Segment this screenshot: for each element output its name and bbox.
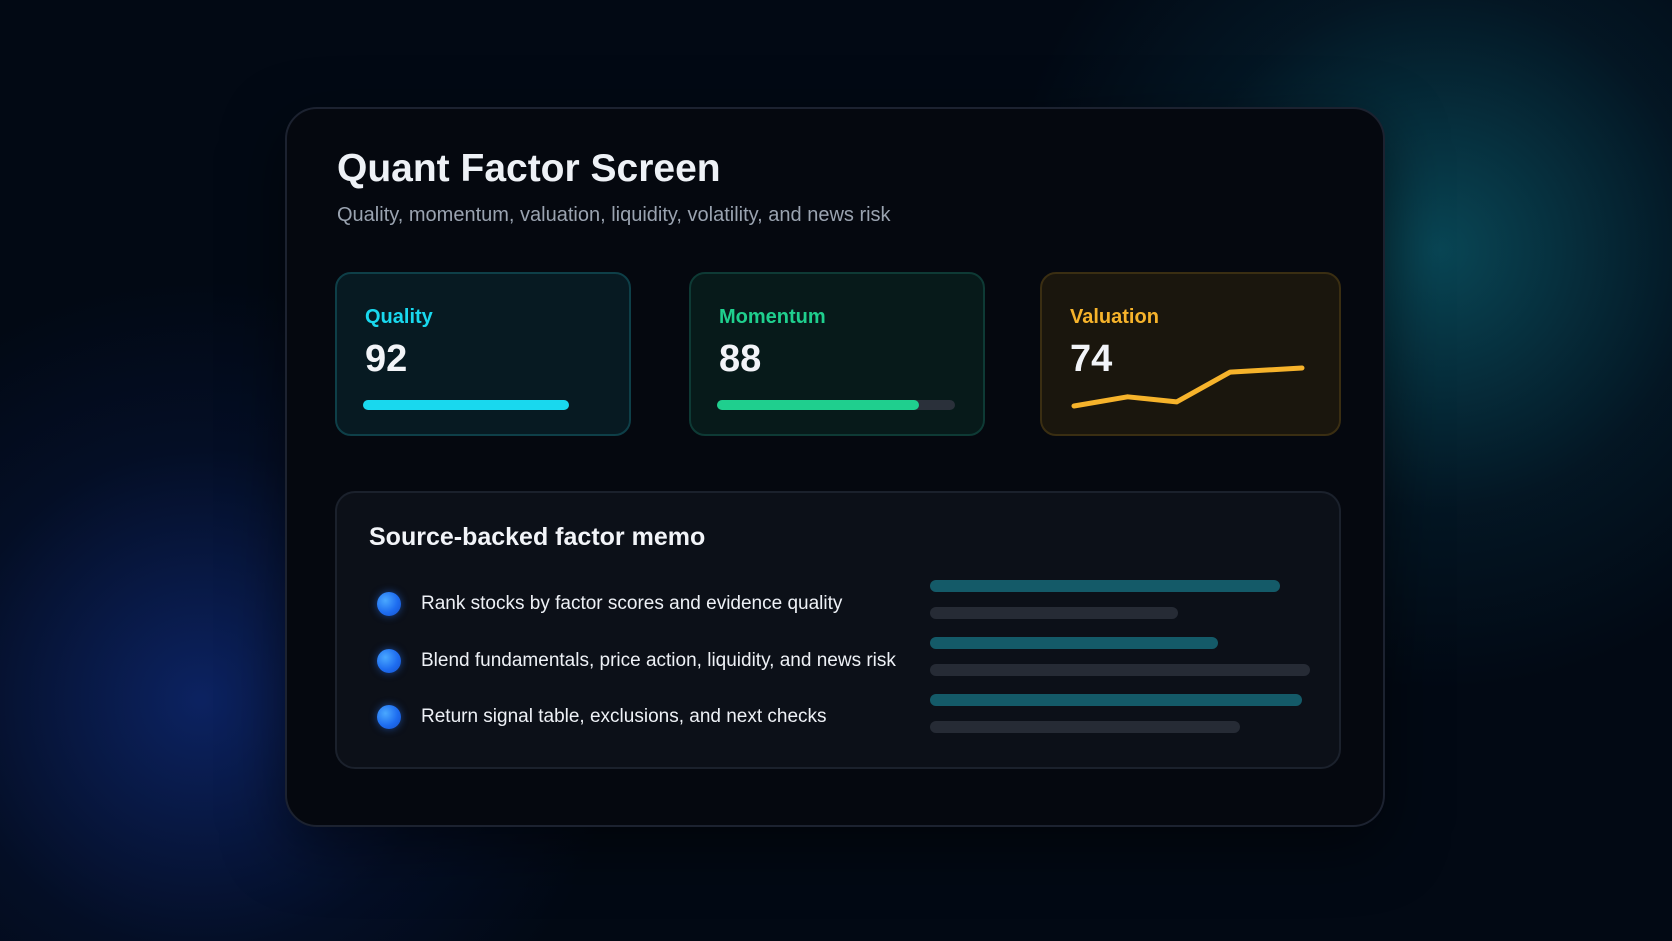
memo-item-text: Rank stocks by factor scores and evidenc… (421, 593, 843, 614)
memo-item: Blend fundamentals, price action, liquid… (377, 648, 896, 674)
memo-item-text: Return signal table, exclusions, and nex… (421, 706, 827, 727)
placeholder-line (930, 580, 1280, 592)
memo-item-text: Blend fundamentals, price action, liquid… (421, 650, 896, 671)
momentum-score: 88 (719, 338, 762, 380)
quality-card[interactable]: Quality 92 (335, 272, 631, 436)
valuation-score: 74 (1070, 338, 1113, 380)
momentum-progress-fill (717, 400, 920, 410)
placeholder-line (930, 637, 1218, 649)
page-title: Quant Factor Screen (337, 147, 721, 190)
factor-screen-panel: Quant Factor Screen Quality, momentum, v… (285, 107, 1385, 827)
valuation-card[interactable]: Valuation 74 (1040, 272, 1341, 436)
valuation-label: Valuation (1070, 306, 1159, 328)
bullet-dot-icon (377, 705, 401, 729)
quality-label: Quality (365, 306, 433, 328)
memo-title: Source-backed factor memo (369, 523, 706, 551)
placeholder-line (930, 664, 1310, 676)
momentum-progress-bar (717, 400, 955, 410)
memo-item: Rank stocks by factor scores and evidenc… (377, 591, 842, 617)
placeholder-line (930, 694, 1302, 706)
placeholder-line (930, 607, 1178, 619)
valuation-sparkline (1071, 365, 1305, 409)
momentum-card[interactable]: Momentum 88 (689, 272, 985, 436)
factor-memo: Source-backed factor memo Rank stocks by… (335, 491, 1341, 769)
bullet-dot-icon (377, 649, 401, 673)
momentum-label: Momentum (719, 306, 826, 328)
quality-progress-fill (363, 400, 569, 410)
bullet-dot-icon (377, 592, 401, 616)
valuation-trend-line (1071, 365, 1305, 409)
memo-item: Return signal table, exclusions, and nex… (377, 704, 827, 730)
placeholder-line (930, 721, 1240, 733)
quality-progress-bar (363, 400, 569, 410)
page-subtitle: Quality, momentum, valuation, liquidity,… (337, 204, 891, 226)
quality-score: 92 (365, 338, 408, 380)
